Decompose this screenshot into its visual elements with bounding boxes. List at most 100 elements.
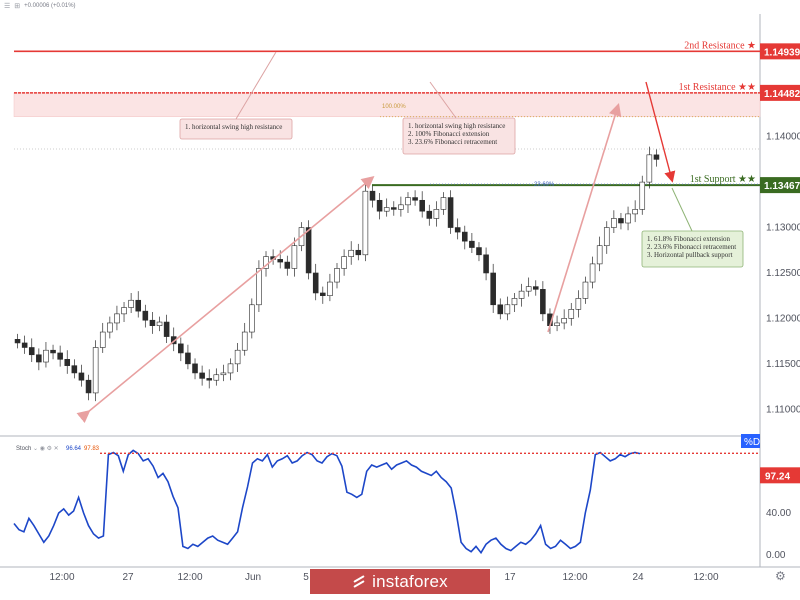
candle-body — [554, 322, 560, 326]
candle-body — [206, 378, 213, 381]
note-box-support-pointer — [671, 187, 693, 232]
time-tick-label-2: 27 — [122, 572, 134, 583]
note-box-support-line-3: 3. Horizontal pullback support — [647, 251, 733, 259]
note-box-resistance-2nd-line-1: 1. horizontal swing high resistance — [185, 123, 282, 131]
fib-label-100: 100.00% — [382, 104, 406, 110]
level-label-2: 1st Resistance ★★ — [679, 82, 756, 93]
menu-icon[interactable]: ☰ — [4, 3, 11, 10]
candle-body — [376, 199, 383, 212]
candle-body — [234, 349, 241, 365]
candle-body — [199, 372, 205, 379]
candle-body — [121, 307, 127, 315]
time-tick-label-9: 12:00 — [693, 572, 718, 583]
note-box-support — [641, 230, 744, 268]
instaforex-logo-icon — [352, 575, 366, 589]
candle-body — [348, 249, 354, 257]
candle-body — [43, 349, 49, 363]
candle-body — [504, 304, 511, 315]
candle-body — [241, 331, 248, 351]
stoch-title: Stoch — [16, 446, 31, 452]
candle-body — [625, 213, 631, 224]
price-tick-label-1: 1.14000 — [766, 132, 800, 143]
stoch-value-badge-text: 97.24 — [765, 471, 790, 482]
note-box-resistance-1st-line-3: 3. 23.6% Fibonacci retracement — [408, 138, 497, 146]
candle-body — [653, 154, 660, 160]
candle-body — [334, 268, 340, 283]
time-tick-label-1: 12:00 — [49, 572, 74, 583]
price-badge-3 — [760, 177, 800, 194]
candle-body — [14, 339, 21, 344]
candle-body — [561, 318, 567, 324]
stoch-d-badge-text: %D — [744, 437, 760, 448]
price-tick-label-7: 1.11000 — [766, 404, 800, 415]
note-box-resistance-2nd — [179, 118, 293, 140]
note-box-resistance-1st — [402, 117, 516, 155]
stoch-value-badge — [760, 467, 800, 484]
candle-body — [277, 259, 283, 263]
candle-body — [192, 363, 198, 374]
candle-body — [497, 304, 504, 315]
candle-body — [85, 379, 92, 394]
candle-body — [107, 322, 113, 333]
candle-body — [582, 281, 589, 299]
time-tick-label-4: Jun — [245, 572, 261, 583]
price-badge-text-3: 1.13467 — [764, 181, 800, 192]
candle-body — [398, 204, 404, 210]
candle-body — [305, 227, 312, 274]
candle-body — [440, 197, 447, 210]
stoch-menu-icon[interactable]: ⌄ ◉ ⚙ ✕ — [33, 445, 59, 452]
candle-body — [426, 210, 433, 219]
fib-label-23-6: 23.60% — [534, 182, 555, 188]
candle-body — [213, 374, 220, 381]
note-box-resistance-1st-line-2: 2. 100% Fibonacci extension — [408, 130, 490, 138]
price-badge-1 — [760, 43, 800, 60]
stoch-line — [13, 449, 641, 555]
time-tick-label-3: 12:00 — [177, 572, 202, 583]
settings-gear-icon[interactable]: ⚙ — [775, 569, 786, 583]
candle-body — [532, 286, 539, 290]
price-tick-label-6: 1.11500 — [766, 359, 800, 370]
candle-body — [142, 310, 149, 321]
candle-body — [483, 254, 489, 274]
candle-body — [312, 272, 319, 294]
candle-body — [78, 372, 85, 381]
candle-body — [71, 365, 78, 374]
candle-body — [36, 354, 42, 363]
watermark-text: instaforex — [372, 571, 448, 591]
candle-body — [249, 304, 255, 333]
time-tick-label-5: 5 — [303, 572, 309, 583]
candle-body — [461, 231, 468, 242]
candle-body — [185, 352, 191, 365]
candle-body — [646, 154, 653, 183]
candle-body — [419, 199, 425, 212]
candle-body — [476, 247, 482, 256]
fib-extension-arrow-2 — [547, 102, 622, 333]
candle-body — [433, 209, 440, 219]
candle-body — [227, 363, 234, 374]
candle-body — [405, 197, 411, 206]
price-tick-label-5: 1.12000 — [766, 313, 800, 324]
candle-body — [220, 372, 227, 376]
note-box-resistance-1st-line-1: 1. horizontal swing high resistance — [408, 122, 505, 130]
compare-icon[interactable]: ⊞ — [14, 3, 21, 10]
stoch-tick-label-2: 0.00 — [766, 550, 786, 561]
price-change-text: +0.00006 (+0.01%) — [24, 3, 76, 9]
price-badge-2 — [760, 84, 800, 101]
note-box-resistance-2nd-pointer — [235, 51, 277, 120]
candle-body — [355, 249, 362, 256]
level-label-3: 1st Support ★★ — [690, 174, 756, 185]
price-tick-label-4: 1.12500 — [766, 268, 800, 279]
candle-body — [525, 286, 532, 292]
note-box-support-line-1: 1. 61.8% Fibonacci extension — [647, 235, 731, 243]
candle-body — [454, 227, 461, 233]
candle-body — [596, 245, 603, 265]
candle-body — [135, 299, 142, 312]
candle-body — [391, 207, 397, 210]
candle-body — [320, 292, 326, 296]
candle-body — [412, 197, 418, 201]
candle-body — [28, 347, 35, 356]
price-badge-text-1: 1.14939 — [764, 47, 800, 58]
note-box-resistance-1st-pointer — [429, 81, 457, 119]
candle-body — [511, 298, 518, 306]
candle-body — [57, 352, 63, 360]
